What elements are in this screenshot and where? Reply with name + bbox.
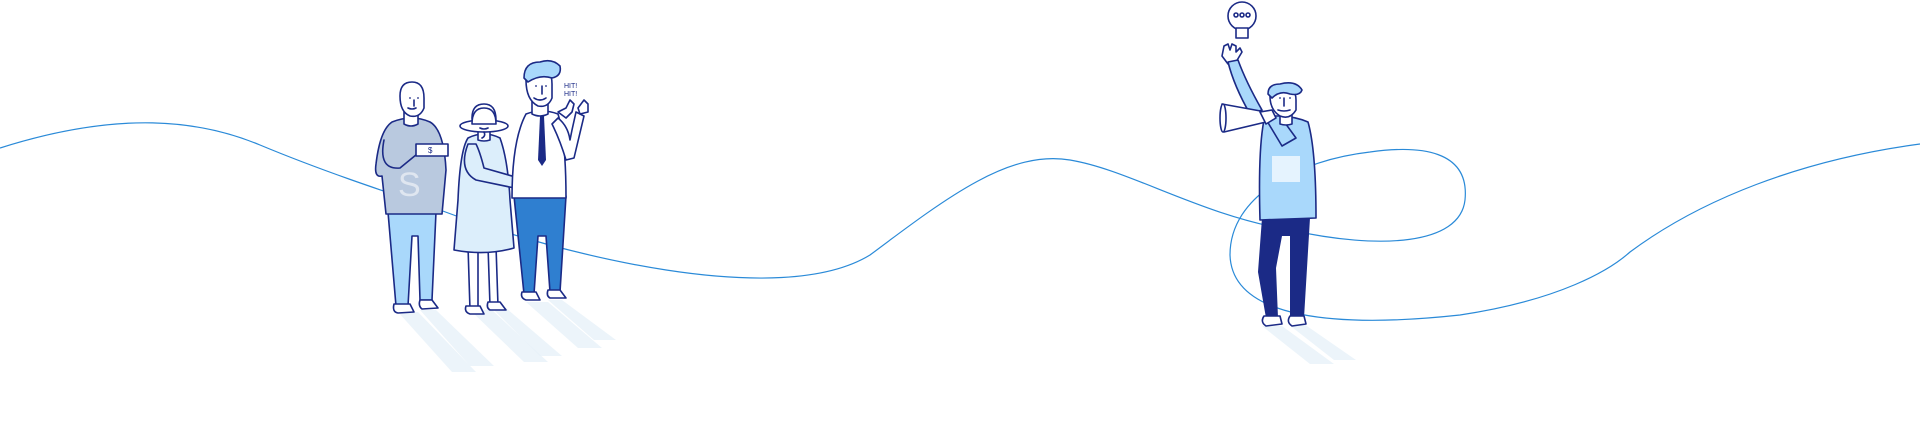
lightbulb-icon (1227, 1, 1257, 39)
ground-shadows (398, 300, 1356, 372)
bald-man-figure: S $ (374, 81, 449, 314)
speech-line-1: HIT! (564, 83, 577, 90)
cheering-man-figure: HIT! HIT! (511, 59, 589, 301)
shirt-mark: S (398, 166, 421, 204)
megaphone-man-figure (1219, 1, 1317, 327)
speech-line-2: HIT! (564, 91, 577, 98)
shirt-patch (1272, 156, 1300, 182)
cash-note (415, 143, 449, 157)
cash-text: $ (428, 146, 433, 155)
flowing-line (0, 122, 1920, 321)
megaphone-icon (1219, 103, 1267, 133)
